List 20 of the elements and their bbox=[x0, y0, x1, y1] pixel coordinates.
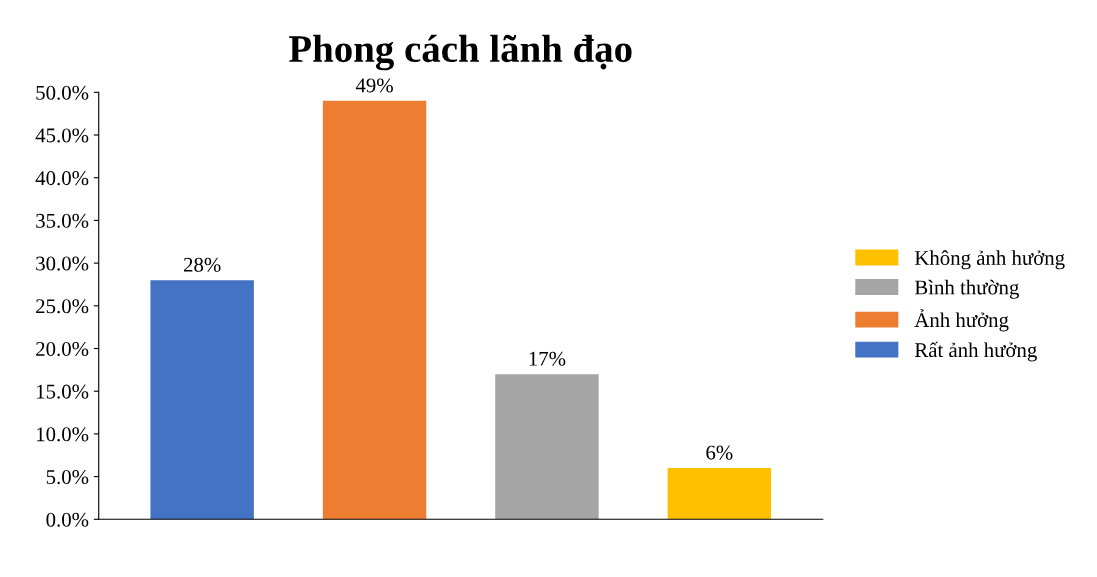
y-tick-label: 50.0% bbox=[36, 85, 89, 100]
y-tick-label: 30.0% bbox=[36, 256, 89, 271]
y-tick-label: 35.0% bbox=[36, 213, 89, 228]
y-tick-label: 20.0% bbox=[36, 341, 89, 357]
y-tick-label: 10.0% bbox=[37, 427, 89, 442]
legend-label: Ảnh hưởng bbox=[914, 309, 1009, 332]
y-tick-label: 40.0% bbox=[35, 171, 89, 186]
text: 28% bbox=[183, 257, 221, 272]
text: 49% bbox=[355, 78, 393, 93]
y-tick-label: 15.0% bbox=[37, 384, 89, 399]
legend-label: Không ảnh hưởng bbox=[914, 250, 1065, 270]
chart-title: Phong cách lãnh đạo bbox=[289, 34, 632, 71]
text: 17% bbox=[529, 351, 566, 366]
legend-label: Rất ảnh hưởng bbox=[914, 341, 1037, 362]
legend-label: Bình thường bbox=[914, 279, 1019, 299]
y-tick-label: 25.0% bbox=[36, 299, 89, 314]
y-tick-label: 5.0% bbox=[46, 469, 89, 485]
y-tick-label: 0.0% bbox=[46, 512, 89, 527]
text: 6% bbox=[706, 445, 733, 460]
y-tick-label: 45.0% bbox=[35, 128, 89, 143]
